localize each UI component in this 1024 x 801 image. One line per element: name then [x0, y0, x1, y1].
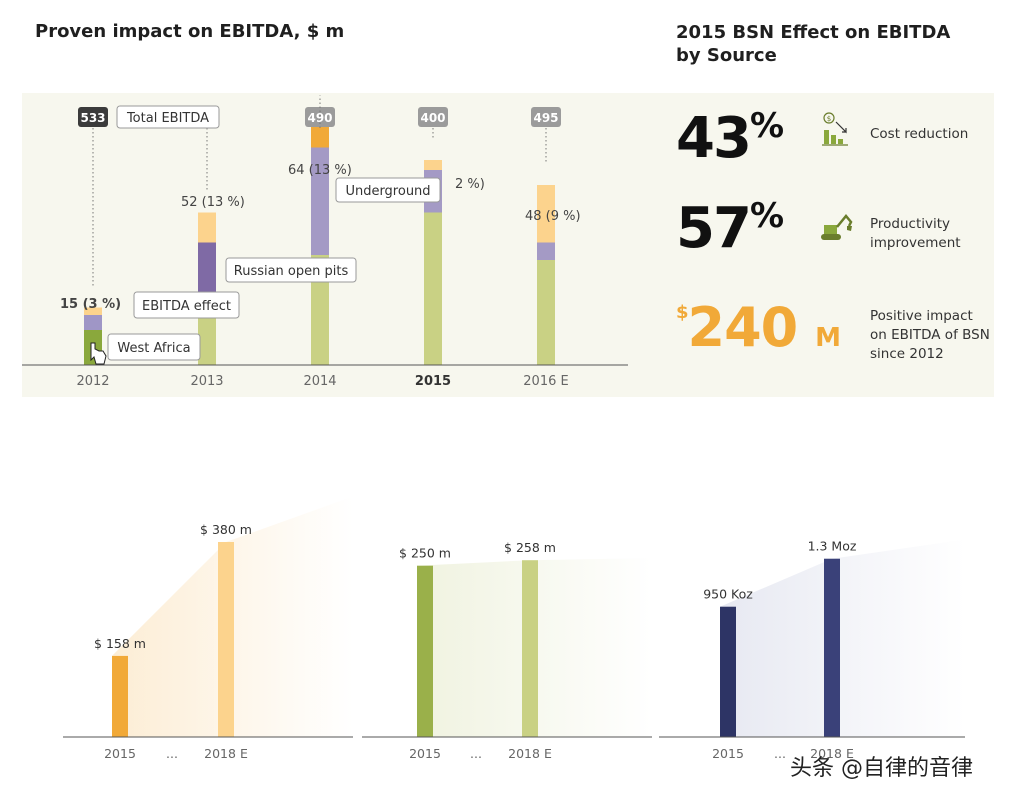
callout-ebitda-effect-text: EBITDA effect — [142, 299, 231, 314]
total-ebitda-value: 533 — [80, 111, 105, 125]
x-tick-label: 2015 — [712, 746, 744, 761]
callout-west-africa-text: West Africa — [117, 341, 190, 356]
callout-underground-box — [335, 177, 441, 203]
x-tick-label: ... — [166, 746, 178, 761]
chart-title: Proven impact on EBITDA, $ m — [35, 21, 345, 42]
data-label: $ 158 m — [94, 636, 146, 651]
bar-segment — [311, 147, 329, 255]
x-tick-label: ... — [774, 746, 786, 761]
total-ebitda-badge — [531, 107, 561, 127]
bar-segment — [84, 315, 102, 330]
bar-2015 — [720, 606, 736, 737]
svg-text:$: $ — [827, 115, 831, 123]
callout-total-ebitda-text: Total EBITDA — [126, 111, 209, 126]
kpi-productivity-desc: Productivity improvement — [870, 216, 961, 251]
callout-ebitda-effect-box — [133, 291, 240, 319]
total-ebitda-value: 490 — [307, 111, 332, 125]
bar-segment — [537, 242, 555, 260]
x-tick-label: ... — [470, 746, 482, 761]
impact-desc: Positive impact on EBITDA of BSN since 2… — [870, 308, 990, 362]
hand-cursor-icon — [90, 342, 107, 365]
bar-2015 — [417, 565, 433, 737]
effect-label: 2 %) — [455, 177, 485, 192]
bar-2018e — [522, 560, 538, 737]
x-tick-label: 2015 — [409, 746, 441, 761]
bar-segment — [198, 212, 216, 243]
bar-2015 — [112, 655, 128, 737]
effect-label: 48 (9 %) — [525, 209, 581, 224]
total-ebitda-value: 495 — [533, 111, 558, 125]
effect-label: 64 (13 %) — [288, 163, 352, 178]
x-tick-label: 2012 — [76, 374, 109, 389]
total-ebitda-badge — [418, 107, 448, 127]
bar-segment — [424, 212, 442, 365]
bar-segment — [84, 307, 102, 315]
x-tick-label: 2013 — [190, 374, 223, 389]
callout-underground-text: Underground — [345, 184, 430, 199]
data-label: $ 380 m — [200, 522, 252, 537]
x-tick-label: 2018 E — [204, 746, 248, 761]
data-label: 1.3 Moz — [808, 539, 857, 554]
kpi-cost-desc: Cost reduction — [870, 126, 969, 142]
kpi-productivity-value: 57% — [676, 196, 784, 261]
x-tick-label: 2015 — [415, 374, 451, 389]
data-label: 950 Koz — [703, 587, 753, 602]
impact-value: $240 M — [676, 296, 841, 359]
cost-reduction-icon: $ — [818, 112, 854, 148]
x-tick-label: 2018 E — [810, 746, 854, 761]
x-tick-label: 2016 E — [523, 374, 568, 389]
watermark: 头条 @自律的音律 — [790, 756, 973, 781]
bar-segment — [537, 260, 555, 365]
x-tick-label: 2014 — [303, 374, 336, 389]
total-ebitda-badge — [78, 107, 108, 127]
callout-russian-open-pits-text: Russian open pits — [234, 264, 349, 279]
callout-total-ebitda-box — [116, 105, 220, 129]
effect-label: 15 (3 %) — [60, 297, 121, 312]
panel-shade — [720, 539, 965, 737]
effect-label: 52 (13 %) — [181, 195, 245, 210]
bar-segment — [198, 310, 216, 365]
kpi-cost-value: 43% — [676, 106, 784, 171]
data-label: $ 250 m — [399, 546, 451, 561]
data-label: $ 258 m — [504, 540, 556, 555]
bar-2018e — [824, 558, 840, 737]
total-ebitda-badge — [305, 107, 335, 127]
x-tick-label: 2018 E — [508, 746, 552, 761]
bar-2018e — [218, 542, 234, 737]
bar-segment — [424, 160, 442, 170]
callout-russian-open-pits-box — [225, 257, 357, 283]
source-title: 2015 BSN Effect on EBITDA by Source — [676, 22, 951, 66]
total-ebitda-value: 400 — [420, 111, 445, 125]
bar-segment — [537, 185, 555, 243]
excavator-icon — [818, 210, 854, 246]
callout-west-africa-box — [107, 333, 201, 361]
x-tick-label: 2015 — [104, 746, 136, 761]
